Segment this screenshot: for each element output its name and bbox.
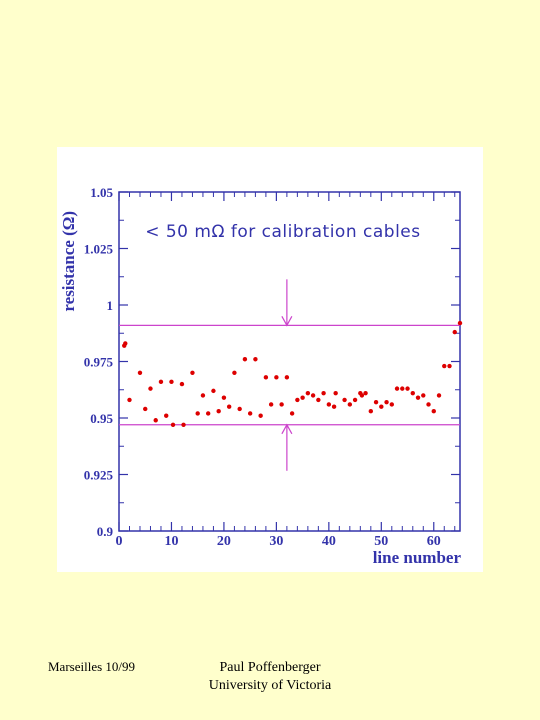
data-point bbox=[331, 404, 337, 409]
x-tick-label: 0 bbox=[116, 534, 123, 549]
y-tick-label: 1 bbox=[107, 298, 114, 313]
arrow-up-head bbox=[281, 423, 293, 435]
data-point bbox=[300, 395, 305, 400]
y-tick-label: 0.9 bbox=[97, 524, 114, 539]
y-tick-label: 0.975 bbox=[84, 355, 114, 370]
data-point bbox=[169, 379, 174, 385]
data-point bbox=[347, 402, 353, 407]
x-tick-label: 40 bbox=[322, 534, 336, 549]
data-point bbox=[221, 395, 227, 400]
data-point bbox=[181, 422, 186, 427]
data-point bbox=[442, 363, 447, 369]
data-point bbox=[258, 413, 263, 418]
data-point bbox=[284, 375, 290, 380]
data-point bbox=[405, 386, 410, 391]
data-point bbox=[164, 413, 169, 418]
footer-author: Paul Poffenberger bbox=[219, 660, 321, 675]
data-point bbox=[274, 375, 279, 380]
data-point bbox=[242, 357, 248, 362]
data-point bbox=[410, 390, 415, 396]
data-point bbox=[268, 402, 274, 407]
data-point bbox=[137, 370, 143, 375]
data-point bbox=[426, 402, 431, 407]
data-point bbox=[148, 386, 153, 391]
x-tick-label: 30 bbox=[269, 534, 283, 549]
data-point bbox=[216, 409, 221, 414]
data-point bbox=[457, 320, 463, 326]
data-point bbox=[415, 395, 421, 400]
data-point bbox=[368, 409, 374, 414]
data-point bbox=[211, 388, 216, 394]
data-point bbox=[431, 409, 436, 414]
data-point bbox=[447, 363, 452, 369]
data-point bbox=[384, 399, 389, 405]
data-point bbox=[389, 402, 394, 407]
data-point bbox=[123, 341, 128, 346]
chart: 0.9 0.925 0.95 0.975 1 1.025 1.05 0 10 20 30 40 50 60… bbox=[59, 185, 463, 567]
footer-date: Marseilles 10/99 bbox=[48, 659, 136, 674]
data-point bbox=[190, 370, 195, 375]
footer-affiliation: University of Victoria bbox=[208, 678, 332, 693]
data-point bbox=[247, 411, 253, 416]
data-point bbox=[200, 393, 206, 398]
data-point bbox=[359, 393, 365, 398]
y-axis-title: resistance (Ω) bbox=[59, 211, 78, 312]
plot-frame bbox=[118, 191, 461, 532]
data-point bbox=[363, 390, 368, 396]
data-point bbox=[373, 399, 379, 405]
data-point bbox=[326, 402, 332, 407]
data-point bbox=[170, 422, 176, 427]
y-tick-label: 0.95 bbox=[90, 411, 113, 426]
data-point bbox=[289, 411, 295, 416]
data-point bbox=[333, 390, 338, 396]
data-point bbox=[143, 406, 148, 412]
data-point bbox=[232, 370, 237, 375]
data-point bbox=[321, 390, 326, 396]
data-point bbox=[400, 386, 405, 391]
data-point bbox=[195, 411, 200, 416]
data-point bbox=[253, 357, 258, 362]
data-point bbox=[310, 393, 316, 398]
data-point bbox=[226, 404, 232, 409]
x-axis-title: line number bbox=[373, 548, 462, 567]
data-point bbox=[352, 397, 358, 403]
data-point bbox=[263, 375, 269, 380]
x-tick-label: 10 bbox=[164, 534, 178, 549]
x-tick-label: 20 bbox=[217, 534, 231, 549]
data-point bbox=[279, 402, 284, 407]
data-point bbox=[379, 404, 384, 409]
data-point bbox=[452, 329, 457, 335]
data-point bbox=[394, 386, 400, 391]
data-point bbox=[158, 379, 164, 385]
arrow-down-head bbox=[281, 316, 293, 327]
data-point bbox=[127, 397, 132, 403]
x-tick-label: 60 bbox=[427, 534, 441, 549]
x-tick-label: 50 bbox=[374, 534, 388, 549]
data-point bbox=[316, 397, 321, 403]
data-point bbox=[153, 418, 158, 423]
data-point bbox=[305, 390, 311, 396]
data-point bbox=[237, 406, 242, 412]
y-tick-label: 1.05 bbox=[90, 185, 113, 200]
data-point bbox=[421, 393, 426, 398]
y-tick-label: 1.025 bbox=[84, 242, 114, 257]
data-point bbox=[342, 397, 347, 403]
chart-panel: 0.9 0.925 0.95 0.975 1 1.025 1.05 0 10 20 30 40 50 60… bbox=[57, 147, 483, 572]
footer-credit: Paul Poffenberger University of Victoria bbox=[198, 659, 342, 695]
y-tick-label: 0.925 bbox=[84, 468, 114, 483]
data-point bbox=[179, 381, 185, 387]
data-point bbox=[295, 397, 300, 403]
data-point bbox=[436, 393, 442, 398]
annotation-text: < 50 mΩ for calibration cables bbox=[145, 222, 420, 242]
data-point bbox=[205, 411, 211, 416]
